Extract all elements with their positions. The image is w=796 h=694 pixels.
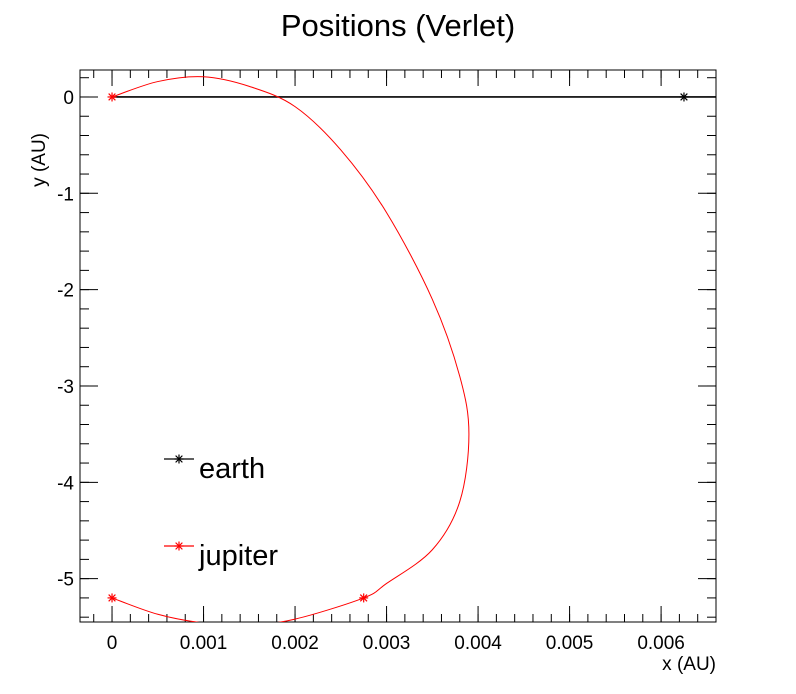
legend-item-earth: earth <box>164 453 265 485</box>
marker-jupiter <box>107 593 117 603</box>
legend: earth jupiter <box>164 453 278 572</box>
legend-marker-earth <box>174 454 184 464</box>
x-tick-label: 0.002 <box>271 633 319 654</box>
y-tick-label: -3 <box>57 377 74 398</box>
y-tick-label: -1 <box>57 184 74 205</box>
series-layer <box>107 76 716 622</box>
marker-jupiter <box>107 92 117 102</box>
legend-label-jupiter: jupiter <box>198 540 278 572</box>
y-axis: 0 -1 -2 -3 -4 -5 <box>57 77 716 618</box>
series-earth <box>112 92 716 102</box>
y-axis-label: y (AU) <box>29 133 50 187</box>
y-tick-label: 0 <box>63 88 74 109</box>
legend-marker-jupiter <box>174 541 184 551</box>
series-line-jupiter <box>111 76 470 622</box>
x-axis-label: x (AU) <box>662 654 716 675</box>
y-tick-label: -5 <box>57 570 74 591</box>
legend-item-jupiter: jupiter <box>164 540 278 572</box>
chart-title: Positions (Verlet) <box>281 8 515 43</box>
x-tick-label: 0.004 <box>454 633 502 654</box>
x-tick-label: 0.006 <box>637 633 685 654</box>
y-tick-label: -4 <box>57 473 74 494</box>
marker-jupiter <box>359 593 369 603</box>
y-tick-label: -2 <box>57 281 74 302</box>
x-axis: 0 0.001 0.002 0.003 0.004 0.005 0.006 <box>93 70 717 654</box>
plot-frame <box>79 69 717 623</box>
marker-earth <box>679 92 689 102</box>
x-tick-label: 0.005 <box>546 633 594 654</box>
x-tick-label: 0 <box>107 633 118 654</box>
x-tick-label: 0.001 <box>180 633 228 654</box>
legend-label-earth: earth <box>199 453 265 485</box>
series-jupiter <box>107 76 470 622</box>
x-tick-label: 0.003 <box>363 633 411 654</box>
